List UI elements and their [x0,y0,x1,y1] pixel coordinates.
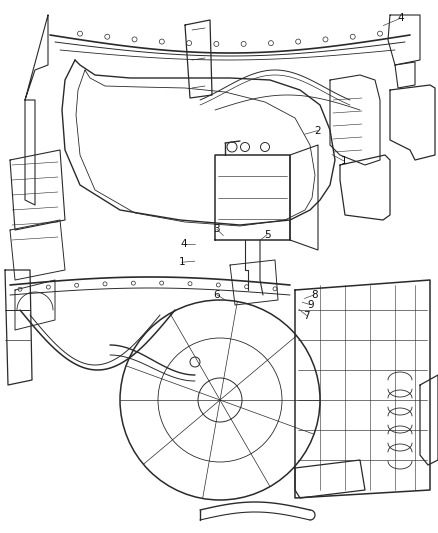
Text: 9: 9 [307,300,314,310]
Text: 1: 1 [178,257,185,267]
Text: 2: 2 [314,126,321,135]
Text: 4: 4 [180,239,187,248]
Text: 1: 1 [340,156,347,166]
Text: 5: 5 [264,230,271,239]
Text: 8: 8 [311,290,318,300]
Text: 6: 6 [213,290,220,300]
Text: 4: 4 [397,13,404,23]
Text: 3: 3 [213,224,220,234]
Text: 7: 7 [303,311,310,320]
